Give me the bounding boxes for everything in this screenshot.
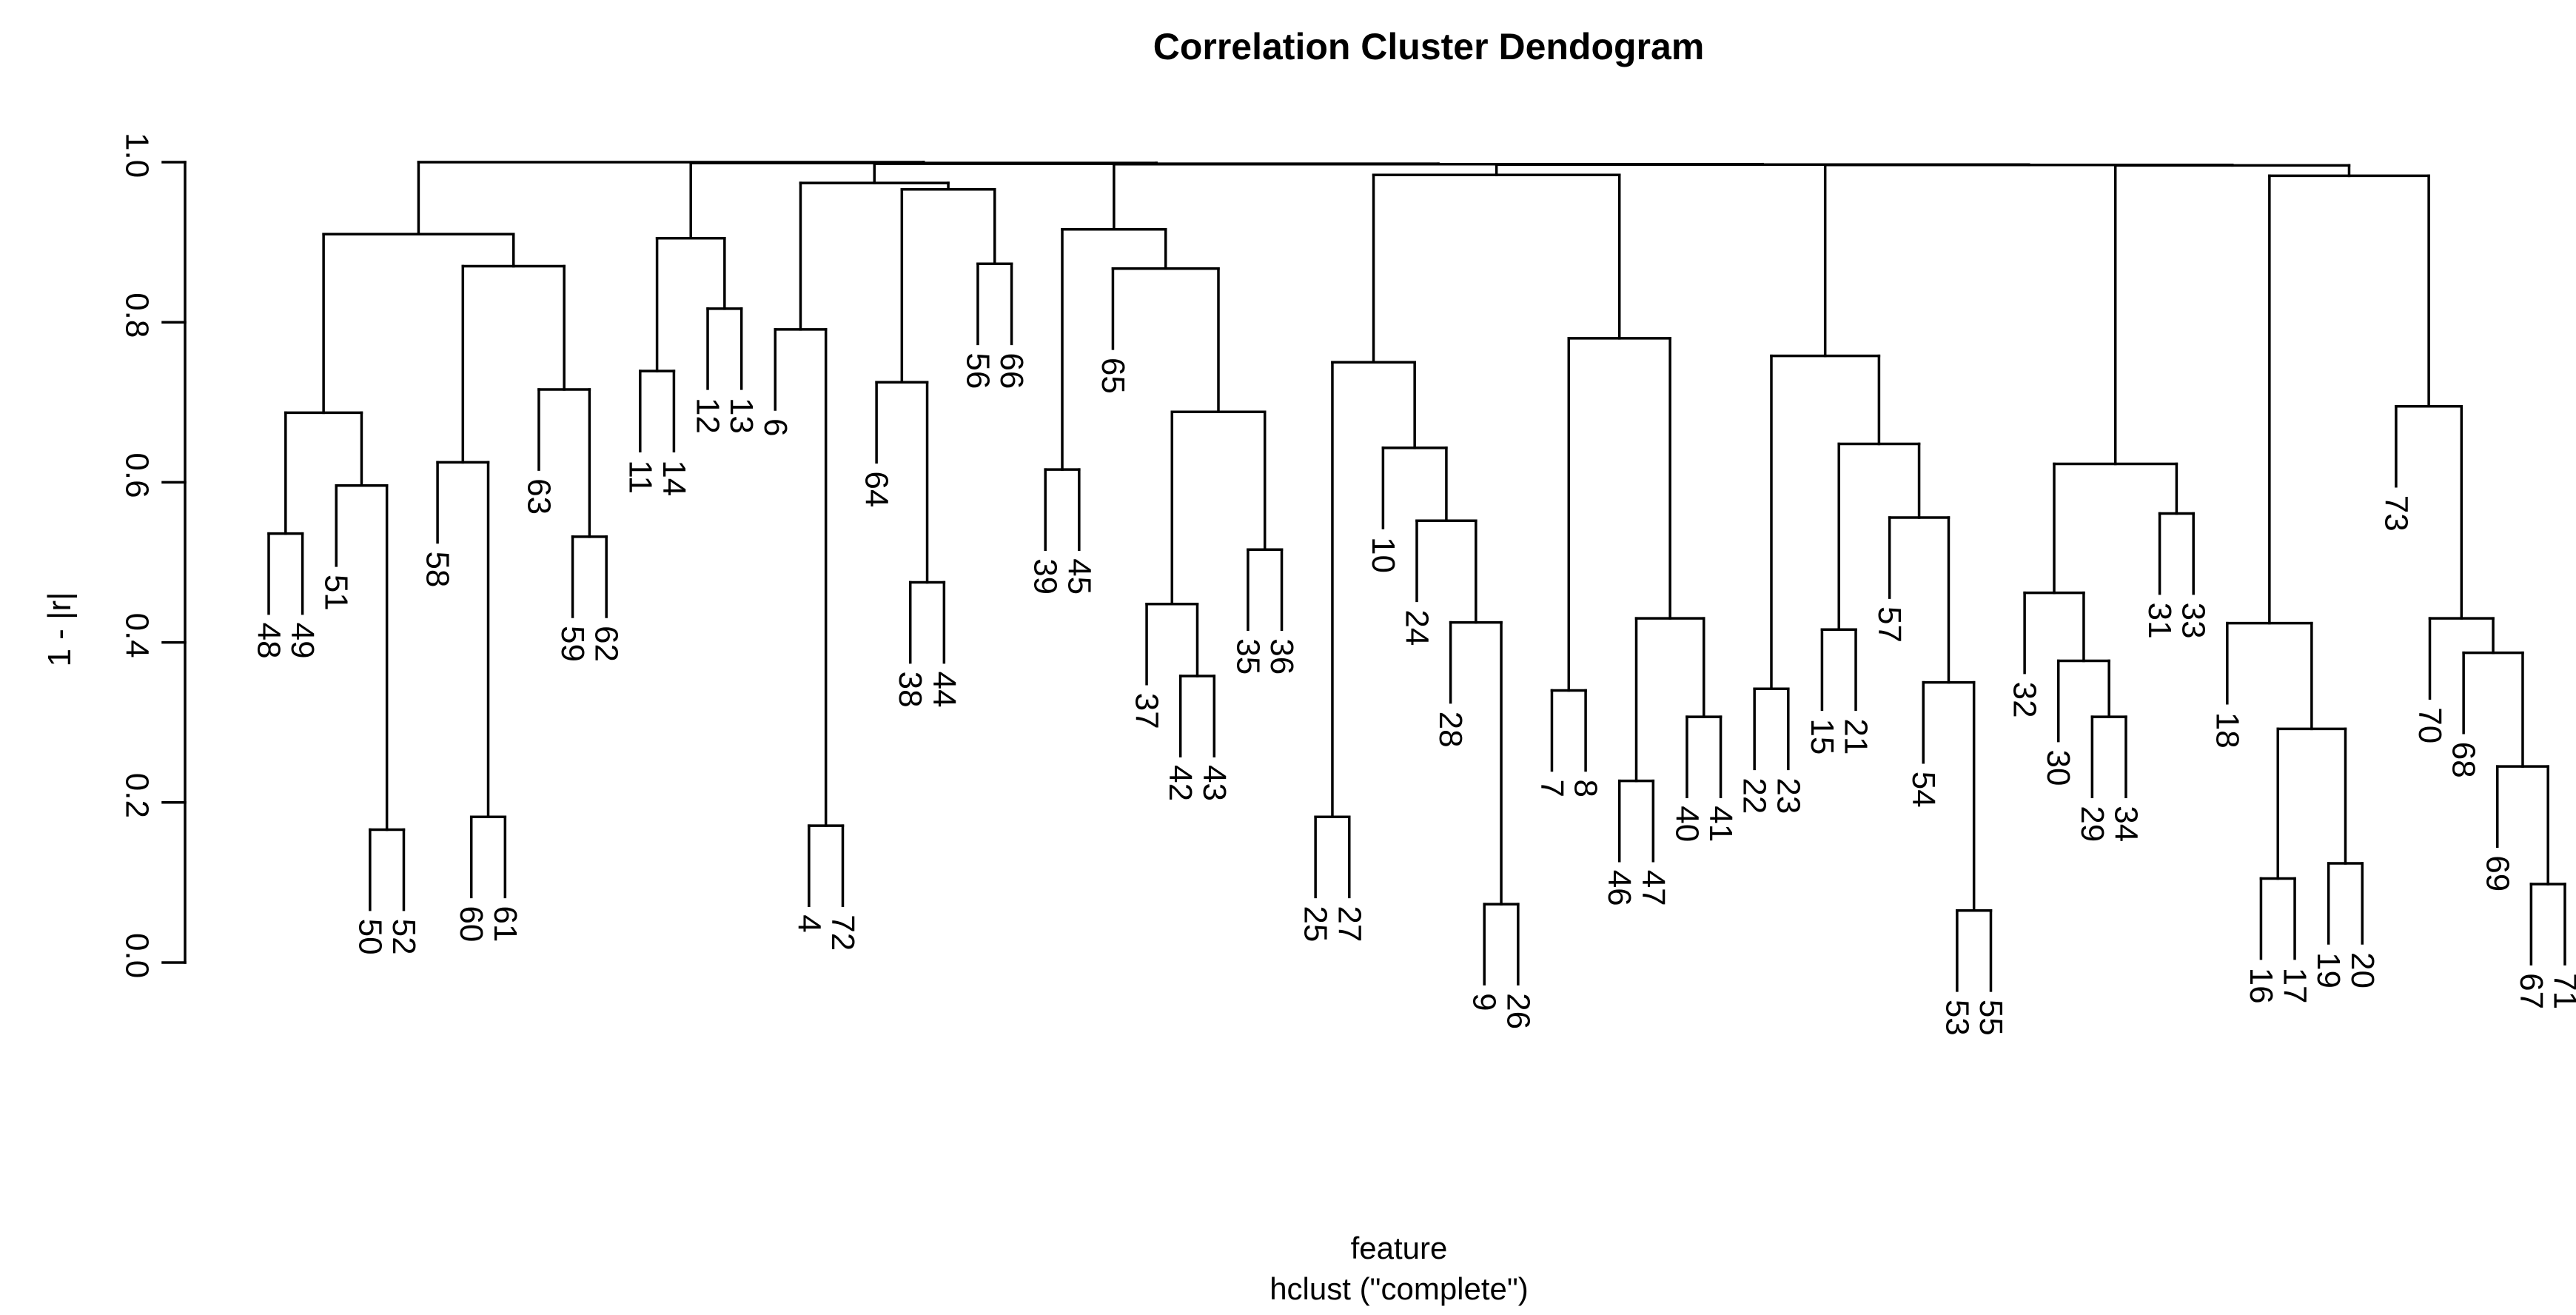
leaf-label: 53 — [1939, 1000, 1975, 1036]
leaf-label: 26 — [1500, 993, 1536, 1029]
y-tick-label: 0.4 — [119, 613, 155, 658]
chart-title: Correlation Cluster Dendogram — [1153, 26, 1705, 67]
leaf-label: 57 — [1871, 606, 1908, 643]
leaf-label: 71 — [2546, 973, 2576, 1009]
leaf-label: 25 — [1298, 906, 1334, 942]
leaf-label: 33 — [2176, 603, 2212, 639]
leaf-label: 22 — [1737, 777, 1773, 814]
leaf-label: 30 — [2040, 750, 2076, 786]
leaf-label: 28 — [1432, 712, 1469, 748]
leaf-label: 62 — [588, 626, 625, 662]
leaf-label: 13 — [723, 398, 759, 434]
y-axis: 0.0 0.2 0.4 0.6 0.8 1.0 — [119, 133, 187, 978]
leaf-label: 42 — [1162, 765, 1198, 801]
leaf-label: 43 — [1196, 765, 1232, 801]
y-tick-label: 0.0 — [119, 933, 155, 978]
leaf-label: 37 — [1129, 693, 1165, 729]
leaf-label: 66 — [993, 352, 1030, 389]
leaf-label: 29 — [2074, 806, 2110, 842]
leaf-label: 36 — [1264, 638, 1300, 675]
leaf-label: 47 — [1635, 870, 1671, 906]
leaf-label: 40 — [1668, 806, 1705, 842]
leaf-label: 45 — [1061, 558, 1097, 595]
leaf-label: 20 — [2344, 952, 2381, 988]
leaf-label: 21 — [1838, 718, 1874, 754]
y-axis-label: 1 - |r| — [41, 592, 78, 666]
leaf-label: 70 — [2412, 707, 2448, 743]
leaf-label: 27 — [1331, 906, 1367, 942]
leaf-label: 4 — [791, 914, 827, 932]
leaf-label: 14 — [656, 460, 692, 496]
dendrogram-tree: 4849515052586061635962111412136472643844… — [251, 161, 2576, 1036]
leaf-label: 58 — [420, 551, 456, 587]
leaf-label: 55 — [1973, 1000, 2009, 1036]
leaf-label: 6 — [757, 418, 794, 436]
leaf-label: 9 — [1466, 993, 1503, 1011]
leaf-label: 38 — [892, 672, 928, 708]
y-tick-label: 0.8 — [119, 292, 155, 338]
leaf-label: 34 — [2107, 806, 2144, 842]
leaf-label: 32 — [2007, 682, 2043, 718]
leaf-label: 17 — [2277, 968, 2313, 1004]
leaf-label: 23 — [1770, 777, 1806, 814]
leaf-label: 60 — [453, 906, 489, 942]
leaf-label: 49 — [284, 623, 321, 659]
leaf-label: 15 — [1804, 718, 1840, 754]
leaf-label: 24 — [1398, 609, 1435, 646]
leaf-label: 7 — [1534, 780, 1570, 797]
leaf-label: 68 — [2446, 742, 2482, 778]
leaf-label: 31 — [2141, 603, 2178, 639]
leaf-label: 44 — [926, 672, 962, 708]
leaf-label: 12 — [690, 398, 726, 434]
leaf-label: 63 — [520, 478, 557, 515]
y-tick-label: 0.2 — [119, 773, 155, 818]
x-axis-sublabel: hclust ("complete") — [1269, 1271, 1529, 1306]
leaf-label: 67 — [2513, 973, 2549, 1009]
leaf-label: 39 — [1027, 558, 1064, 595]
leaf-label: 19 — [2310, 952, 2347, 988]
leaf-label: 59 — [554, 626, 591, 662]
leaf-label: 51 — [318, 575, 355, 611]
leaf-label: 16 — [2243, 968, 2279, 1004]
leaf-label: 10 — [1365, 537, 1401, 573]
leaf-label: 72 — [825, 914, 861, 951]
leaf-label: 56 — [959, 352, 996, 389]
leaf-label: 35 — [1230, 638, 1266, 675]
leaf-label: 65 — [1095, 358, 1131, 394]
leaf-label: 61 — [487, 906, 523, 942]
leaf-label: 41 — [1703, 806, 1739, 842]
leaf-label: 52 — [386, 919, 422, 955]
x-axis-label: feature — [1351, 1231, 1448, 1265]
leaf-label: 50 — [352, 919, 388, 955]
leaf-label: 46 — [1601, 870, 1637, 906]
leaf-label: 11 — [622, 460, 658, 494]
leaf-label: 73 — [2378, 495, 2414, 532]
y-tick-label: 0.6 — [119, 452, 155, 498]
leaf-label: 64 — [859, 471, 895, 507]
y-tick-label: 1.0 — [119, 133, 155, 178]
leaf-label: 69 — [2479, 855, 2515, 891]
leaf-label: 18 — [2209, 712, 2245, 749]
leaf-label: 8 — [1568, 780, 1604, 797]
leaf-label: 54 — [1905, 772, 1942, 808]
leaf-label: 48 — [251, 623, 287, 659]
